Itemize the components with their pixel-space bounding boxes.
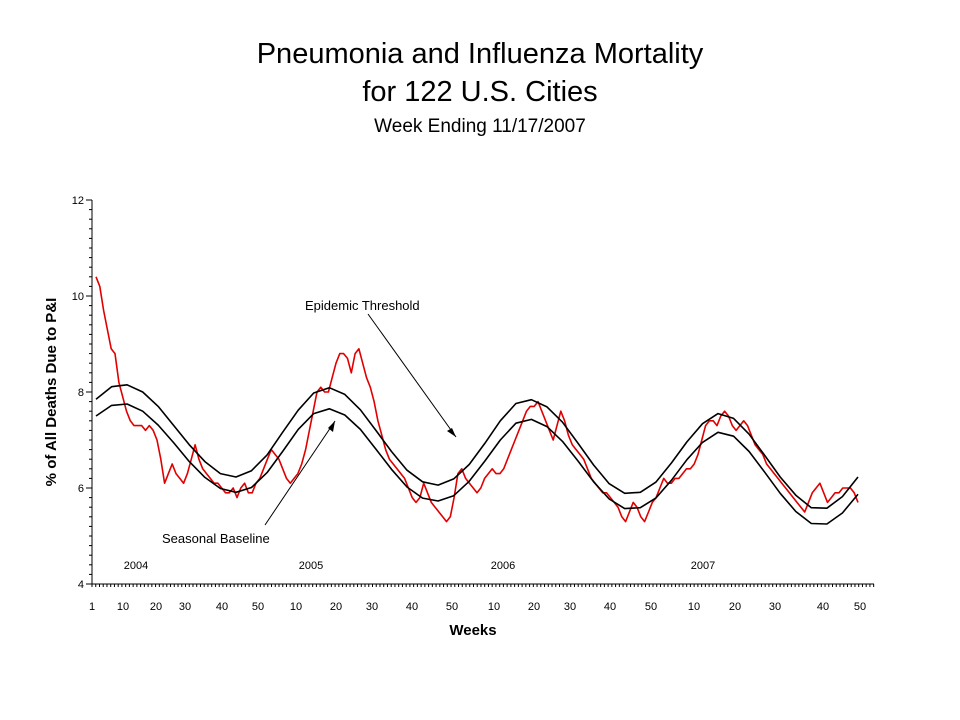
x-tick-label: 50 — [645, 601, 657, 613]
annotation-arrow-baseline — [264, 420, 336, 526]
y-tick-label: 10 — [72, 291, 84, 303]
annotation-epidemic-threshold: Epidemic Threshold — [305, 298, 420, 313]
x-tick-label: 40 — [604, 601, 616, 613]
x-tick-label: 30 — [179, 601, 191, 613]
x-tick-label: 20 — [150, 601, 162, 613]
x-tick-label: 50 — [446, 601, 458, 613]
x-tick-label: 20 — [528, 601, 540, 613]
year-label: 2005 — [299, 560, 323, 572]
epidemic-threshold-line — [95, 384, 859, 509]
x-tick-label: 50 — [252, 601, 264, 613]
y-tick-label: 8 — [78, 387, 84, 399]
x-tick-label: 40 — [406, 601, 418, 613]
annotations: Epidemic Threshold Seasonal Baseline — [162, 298, 457, 546]
y-tick-label: 4 — [78, 579, 84, 591]
x-tick-label: 20 — [330, 601, 342, 613]
axes — [91, 200, 874, 585]
chart-title-line-1: Pneumonia and Influenza Mortality — [256, 38, 704, 70]
y-tick-label: 6 — [78, 483, 84, 495]
year-label: 2007 — [691, 560, 715, 572]
x-tick-label: 1 — [89, 601, 95, 613]
x-tick-label: 40 — [216, 601, 228, 613]
annotation-seasonal-baseline: Seasonal Baseline — [162, 531, 270, 546]
chart-subtitle: Week Ending 11/17/2007 — [374, 116, 586, 137]
chart-title-line-2: for 122 U.S. Cities — [362, 76, 598, 108]
x-tick-label: 10 — [688, 601, 700, 613]
x-tick-label: 40 — [817, 601, 829, 613]
y-axis-label: % of All Deaths Due to P&I — [43, 298, 60, 487]
annotation-arrowhead-threshold — [447, 428, 456, 437]
x-tick-label: 10 — [290, 601, 302, 613]
x-tick-label: 10 — [117, 601, 129, 613]
observed-pi-line — [95, 276, 859, 523]
y-tick-label: 12 — [72, 195, 84, 207]
x-tick-label: 30 — [564, 601, 576, 613]
annotation-arrow-threshold — [367, 313, 457, 438]
x-axis-label: Weeks — [449, 622, 496, 639]
series-lines — [95, 276, 859, 525]
x-tick-label: 50 — [854, 601, 866, 613]
year-label: 2006 — [491, 560, 515, 572]
year-label: 2004 — [124, 560, 148, 572]
tick-labels: 4 6 8 10 12 1 10 20 30 40 50 10 20 30 40 50 10 20 30 40 50 10… — [72, 195, 866, 613]
x-tick-label: 30 — [366, 601, 378, 613]
seasonal-baseline-line — [95, 403, 859, 525]
x-tick-label: 10 — [488, 601, 500, 613]
annotation-arrowhead-baseline — [328, 421, 335, 432]
tick-marks — [86, 199, 875, 587]
x-tick-label: 30 — [769, 601, 781, 613]
x-tick-label: 20 — [729, 601, 741, 613]
